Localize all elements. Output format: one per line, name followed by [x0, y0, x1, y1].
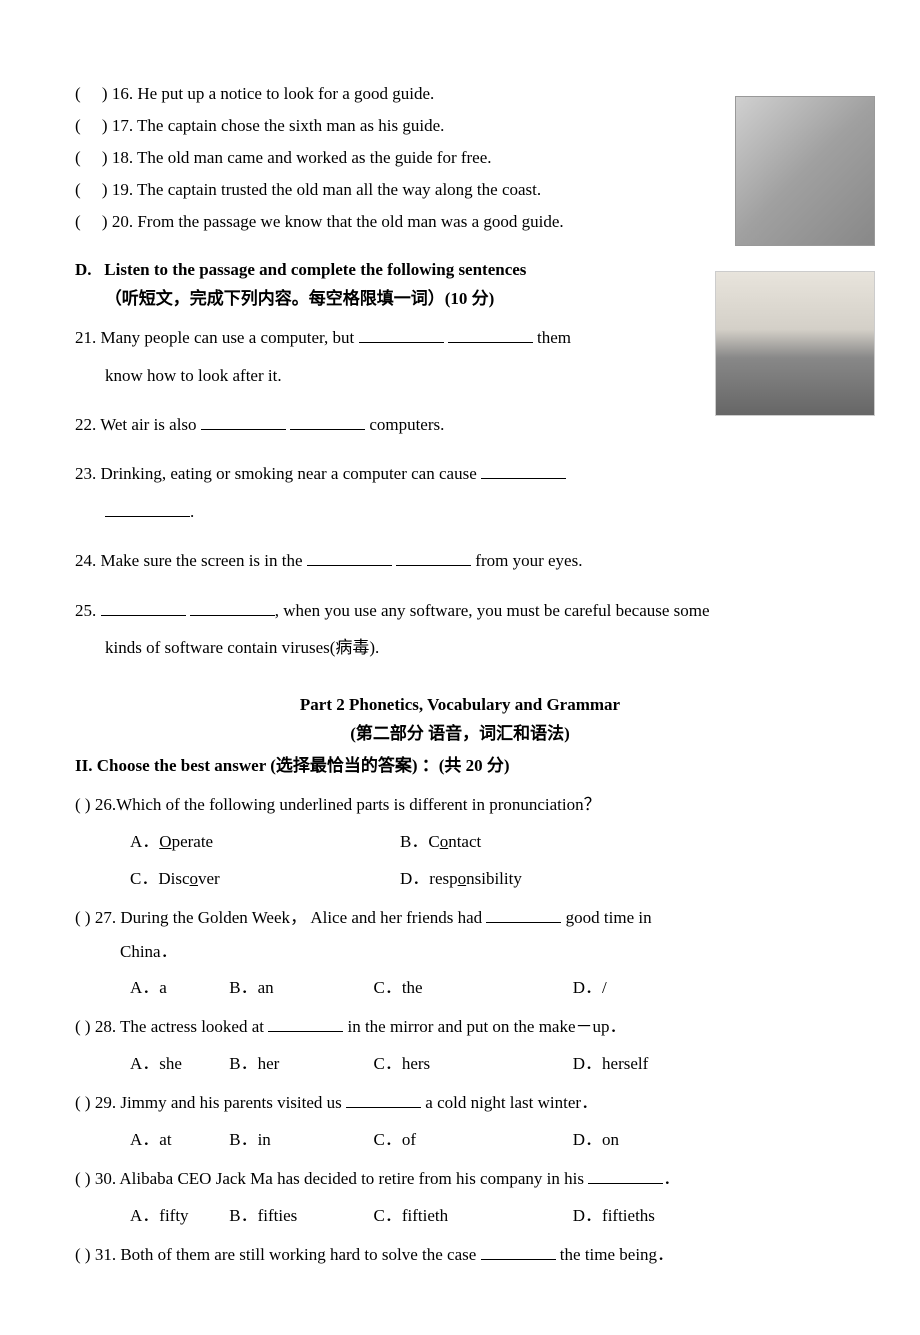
section-subtitle: （听短文，完成下列内容。每空格限填一词）(10 分) [105, 289, 495, 308]
tf-question: ( ) 18. The old man came and worked as t… [75, 144, 845, 173]
q28-opt-d[interactable]: D．herself [573, 1050, 649, 1079]
fill-q24: 24. Make sure the screen is in the from … [75, 542, 845, 579]
tf-question: ( ) 19. The captain trusted the old man … [75, 176, 845, 205]
q26-opt-b[interactable]: B．Contact [400, 828, 650, 857]
q-num: 20 [112, 212, 129, 231]
q30-opt-c[interactable]: C．fiftieth [374, 1202, 569, 1231]
q-text: The old man came and worked as the guide… [137, 148, 492, 167]
q28-opt-b[interactable]: B．her [229, 1050, 369, 1079]
mc-q30: ( ) 30. Alibaba CEO Jack Ma has decided … [75, 1165, 845, 1194]
tf-question: ( ) 16. He put up a notice to look for a… [75, 80, 845, 109]
q27-opt-c[interactable]: C．the [374, 974, 569, 1003]
q25-pre: 25. [75, 601, 96, 620]
blank-input[interactable] [481, 462, 566, 479]
tf-question: ( ) 17. The captain chose the sixth man … [75, 112, 845, 141]
q22-pre: 22. Wet air is also [75, 415, 197, 434]
q28-opt-a[interactable]: A．she [130, 1050, 225, 1079]
q27-opt-a[interactable]: A．a [130, 974, 225, 1003]
q22-post: computers. [369, 415, 444, 434]
q-num: 19 [112, 180, 129, 199]
blank-input[interactable] [448, 326, 533, 343]
q23-post: . [190, 502, 194, 521]
q-text: The captain chose the sixth man as his g… [137, 116, 444, 135]
q28-opt-c[interactable]: C．hers [374, 1050, 569, 1079]
q29-opt-b[interactable]: B．in [229, 1126, 369, 1155]
blank-input[interactable] [396, 549, 471, 566]
blank-input[interactable] [588, 1167, 663, 1184]
q26-opt-c[interactable]: C．Discover [130, 865, 400, 894]
q21-pre: 21. Many people can use a computer, but [75, 328, 354, 347]
q21-post: them [537, 328, 571, 347]
part2-subtitle: (第二部分 语音，词汇和语法) [75, 720, 845, 749]
q29-opt-d[interactable]: D．on [573, 1126, 619, 1155]
blank-input[interactable] [359, 326, 444, 343]
q27-opt-d[interactable]: D．/ [573, 974, 607, 1003]
q25-line2: kinds of software contain viruses(病毒). [105, 638, 379, 657]
q30-opt-b[interactable]: B．fifties [229, 1202, 369, 1231]
q24-post: from your eyes. [475, 551, 582, 570]
q-text: The captain trusted the old man all the … [137, 180, 541, 199]
mc-q27-line2: China． [120, 938, 845, 967]
q-num: 18 [112, 148, 129, 167]
tf-question: ( ) 20. From the passage we know that th… [75, 208, 845, 237]
q-text: From the passage we know that the old ma… [137, 212, 563, 231]
q29-opt-c[interactable]: C．of [374, 1126, 569, 1155]
section-label: D. [75, 260, 92, 279]
q29-opt-a[interactable]: A．at [130, 1126, 225, 1155]
blank-input[interactable] [346, 1091, 421, 1108]
q28-options: A．she B．her C．hers D．herself [130, 1050, 845, 1079]
blank-input[interactable] [268, 1015, 343, 1032]
q-num: 16 [112, 84, 129, 103]
blank-input[interactable] [307, 549, 392, 566]
blank-input[interactable] [201, 413, 286, 430]
blank-input[interactable] [105, 500, 190, 517]
q23-pre: 23. Drinking, eating or smoking near a c… [75, 464, 477, 483]
blank-input[interactable] [486, 906, 561, 923]
blank-input[interactable] [290, 413, 365, 430]
q30-options: A．fifty B．fifties C．fiftieth D．fiftieths [130, 1202, 845, 1231]
mc-q27: ( ) 27. During the Golden Week， Alice an… [75, 904, 845, 933]
q26-opt-a[interactable]: A．Operate [130, 828, 400, 857]
section-title: Listen to the passage and complete the f… [104, 260, 526, 279]
mc-q26: ( ) 26.Which of the following underlined… [75, 791, 845, 820]
q26-options-row1: A．Operate B．Contact [130, 828, 845, 857]
section-d: D. Listen to the passage and complete th… [75, 256, 845, 314]
q26-options-row2: C．Discover D．responsibility [130, 865, 845, 894]
q-num: 17 [112, 116, 129, 135]
illustration-man-icon [735, 96, 875, 246]
part2-title: Part 2 Phonetics, Vocabulary and Grammar [75, 691, 845, 720]
blank-input[interactable] [101, 599, 186, 616]
mc-q29: ( ) 29. Jimmy and his parents visited us… [75, 1089, 845, 1118]
q27-opt-b[interactable]: B．an [229, 974, 369, 1003]
blank-input[interactable] [190, 599, 275, 616]
fill-q25: 25. , when you use any software, you mus… [75, 592, 845, 667]
mc-q28: ( ) 28. The actress looked at in the mir… [75, 1013, 845, 1042]
illustration-laptop-icon [715, 271, 875, 416]
q25-mid: , when you use any software, you must be… [275, 601, 710, 620]
q30-opt-d[interactable]: D．fiftieths [573, 1202, 655, 1231]
mc-q31: ( ) 31. Both of them are still working h… [75, 1241, 845, 1270]
q30-opt-a[interactable]: A．fifty [130, 1202, 225, 1231]
q-text: He put up a notice to look for a good gu… [137, 84, 434, 103]
q27-options: A．a B．an C．the D．/ [130, 974, 845, 1003]
q29-options: A．at B．in C．of D．on [130, 1126, 845, 1155]
blank-input[interactable] [481, 1243, 556, 1260]
section-ii-header: II. Choose the best answer (选择最恰当的答案) ：(… [75, 752, 845, 781]
fill-q23: 23. Drinking, eating or smoking near a c… [75, 455, 845, 530]
q26-opt-d[interactable]: D．responsibility [400, 865, 650, 894]
q24-pre: 24. Make sure the screen is in the [75, 551, 303, 570]
q21-line2: know how to look after it. [105, 366, 282, 385]
